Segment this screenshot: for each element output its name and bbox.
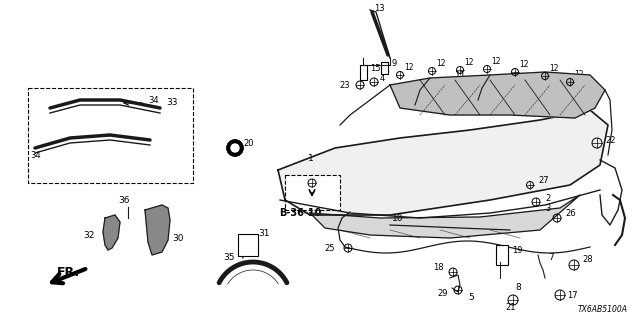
Bar (285, 175, 340, 210)
Text: 12: 12 (574, 69, 584, 78)
Text: 12: 12 (519, 60, 529, 68)
Text: 7: 7 (548, 253, 554, 262)
Text: 28: 28 (582, 255, 593, 265)
Text: 12: 12 (549, 63, 559, 73)
Text: 20: 20 (243, 139, 253, 148)
Text: 2: 2 (545, 194, 550, 203)
Polygon shape (278, 110, 608, 215)
Text: 26: 26 (565, 209, 575, 218)
Text: 35: 35 (223, 253, 235, 262)
Text: 34: 34 (30, 150, 40, 159)
Text: 1: 1 (308, 154, 314, 163)
Text: 18: 18 (433, 263, 444, 273)
Text: 22: 22 (605, 135, 616, 145)
Text: B-36-10: B-36-10 (279, 208, 321, 218)
Text: 9: 9 (391, 59, 396, 68)
Text: 33: 33 (166, 98, 178, 107)
Polygon shape (310, 195, 580, 238)
Text: 19: 19 (512, 245, 522, 254)
Text: 34: 34 (148, 95, 159, 105)
Polygon shape (103, 215, 120, 250)
Text: 31: 31 (258, 228, 269, 237)
Text: 29: 29 (438, 289, 448, 298)
Circle shape (227, 140, 243, 156)
Polygon shape (145, 205, 170, 255)
Text: 3: 3 (545, 204, 550, 212)
Text: 11: 11 (455, 70, 467, 79)
Text: 25: 25 (324, 244, 335, 252)
Bar (238, 234, 258, 256)
Text: 23: 23 (339, 81, 350, 90)
Bar (360, 65, 367, 79)
Text: 12: 12 (436, 59, 445, 68)
Text: 15: 15 (370, 63, 381, 73)
Text: 17: 17 (567, 291, 578, 300)
Text: 12: 12 (404, 62, 413, 71)
Text: TX6AB5100A: TX6AB5100A (578, 305, 628, 314)
Bar (28, 88, 193, 183)
Text: 8: 8 (515, 284, 521, 292)
Polygon shape (390, 72, 605, 118)
Text: 12: 12 (464, 58, 474, 67)
Text: 30: 30 (172, 234, 184, 243)
Bar (496, 245, 508, 265)
Text: 4: 4 (380, 74, 385, 83)
Text: 13: 13 (374, 4, 385, 12)
Circle shape (231, 144, 239, 152)
Text: 5: 5 (468, 293, 474, 302)
Text: 36: 36 (118, 196, 129, 204)
Text: 12: 12 (491, 57, 500, 66)
Text: 21: 21 (505, 303, 515, 313)
Text: 27: 27 (538, 175, 548, 185)
Text: 10: 10 (392, 213, 403, 222)
Text: FR.: FR. (57, 266, 80, 278)
Text: 32: 32 (84, 230, 95, 239)
Bar (381, 62, 387, 74)
